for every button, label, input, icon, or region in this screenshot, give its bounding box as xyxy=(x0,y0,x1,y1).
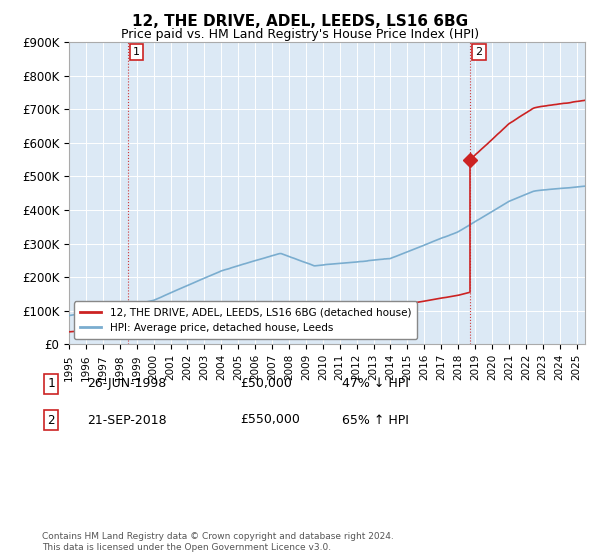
Text: £50,000: £50,000 xyxy=(240,377,292,390)
Text: 26-JUN-1998: 26-JUN-1998 xyxy=(87,377,166,390)
Text: 65% ↑ HPI: 65% ↑ HPI xyxy=(342,413,409,427)
Text: Price paid vs. HM Land Registry's House Price Index (HPI): Price paid vs. HM Land Registry's House … xyxy=(121,28,479,41)
Text: 1: 1 xyxy=(133,47,140,57)
Text: 47% ↓ HPI: 47% ↓ HPI xyxy=(342,377,409,390)
Legend: 12, THE DRIVE, ADEL, LEEDS, LS16 6BG (detached house), HPI: Average price, detac: 12, THE DRIVE, ADEL, LEEDS, LS16 6BG (de… xyxy=(74,301,418,339)
Text: Contains HM Land Registry data © Crown copyright and database right 2024.
This d: Contains HM Land Registry data © Crown c… xyxy=(42,532,394,552)
Text: 2: 2 xyxy=(47,413,55,427)
Text: £550,000: £550,000 xyxy=(240,413,300,427)
Text: 12, THE DRIVE, ADEL, LEEDS, LS16 6BG: 12, THE DRIVE, ADEL, LEEDS, LS16 6BG xyxy=(132,14,468,29)
Text: 21-SEP-2018: 21-SEP-2018 xyxy=(87,413,167,427)
Text: 2: 2 xyxy=(475,47,482,57)
Text: 1: 1 xyxy=(47,377,55,390)
